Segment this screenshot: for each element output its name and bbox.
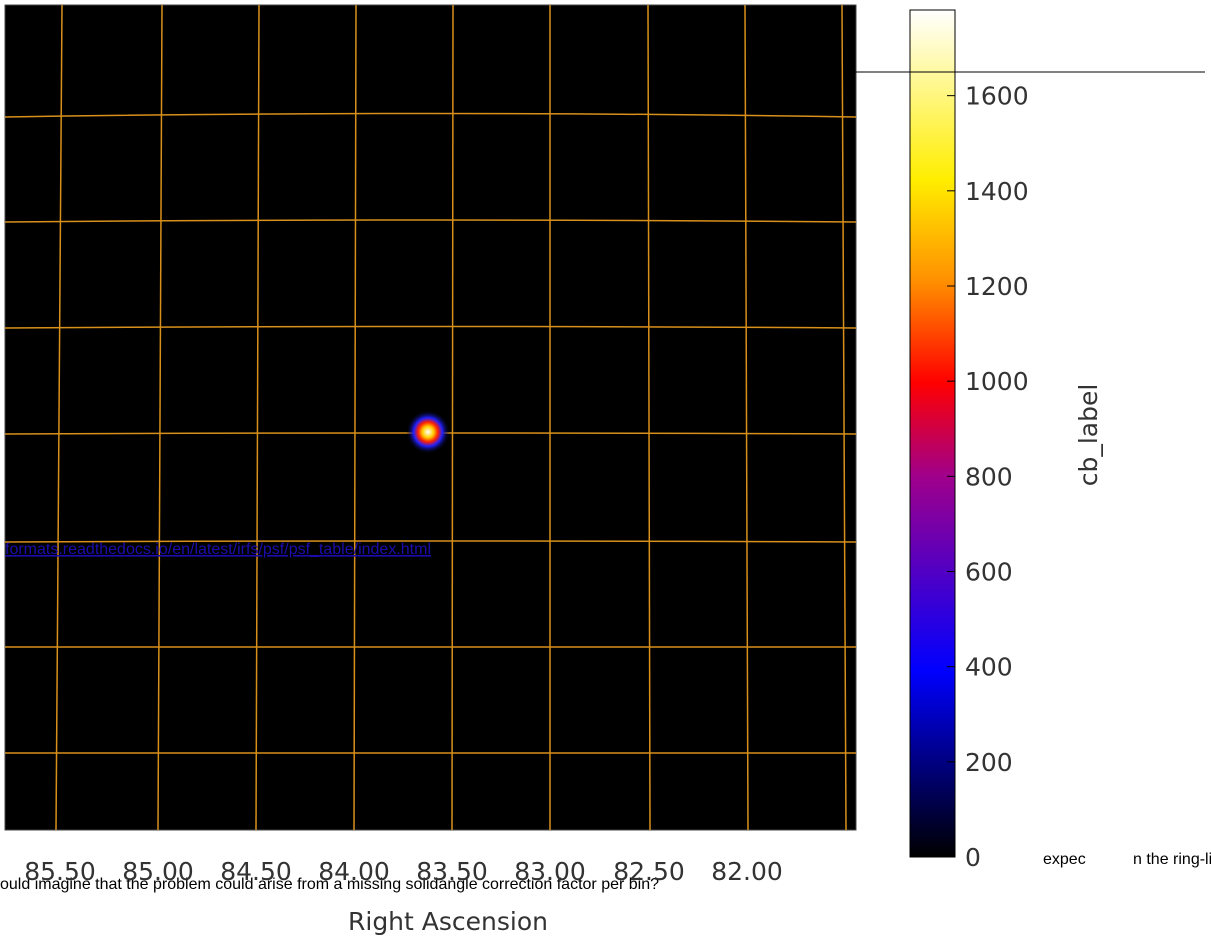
x-tick-label: 85.50 [24, 857, 96, 886]
colorbar-tick-label: 800 [965, 462, 1013, 491]
x-tick-label: 84.50 [220, 857, 292, 886]
colorbar-tick-label: 1200 [965, 272, 1029, 301]
colorbar-tick-label: 200 [965, 748, 1013, 777]
colorbar-tick-label: 1600 [965, 82, 1029, 111]
body-text: expec [1043, 851, 1086, 868]
point-source [406, 410, 450, 454]
colorbar-tick-label: 1000 [965, 367, 1029, 396]
colorbar-label: cb_label [1074, 384, 1103, 487]
link-text[interactable]: formats.readthedocs.io/en/latest/irfs/ps… [5, 541, 431, 558]
colorbar-tick-label: 600 [965, 557, 1013, 586]
page: cb_label Right Ascension formats.readthe… [0, 0, 1211, 944]
x-tick-label: 83.50 [416, 857, 488, 886]
colorbar [910, 10, 955, 857]
x-tick-label: 85.00 [122, 857, 194, 886]
screenshot: cb_label Right Ascension formats.readthe… [0, 0, 1211, 944]
x-tick-label: 82.00 [711, 857, 783, 886]
body-text: n the ring-like shape [1133, 851, 1211, 868]
colorbar-tick-label: 400 [965, 653, 1013, 682]
colorbar-tick-label: 1400 [965, 177, 1029, 206]
colorbar-tick-label: 0 [965, 843, 981, 872]
link[interactable]: formats.readthedocs.io/en/latest/irfs/ps… [5, 541, 431, 558]
x-tick-label: 83.00 [514, 857, 586, 886]
x-axis-label: Right Ascension [348, 907, 548, 936]
x-tick-label: 82.50 [613, 857, 685, 886]
x-tick-label: 84.00 [318, 857, 390, 886]
